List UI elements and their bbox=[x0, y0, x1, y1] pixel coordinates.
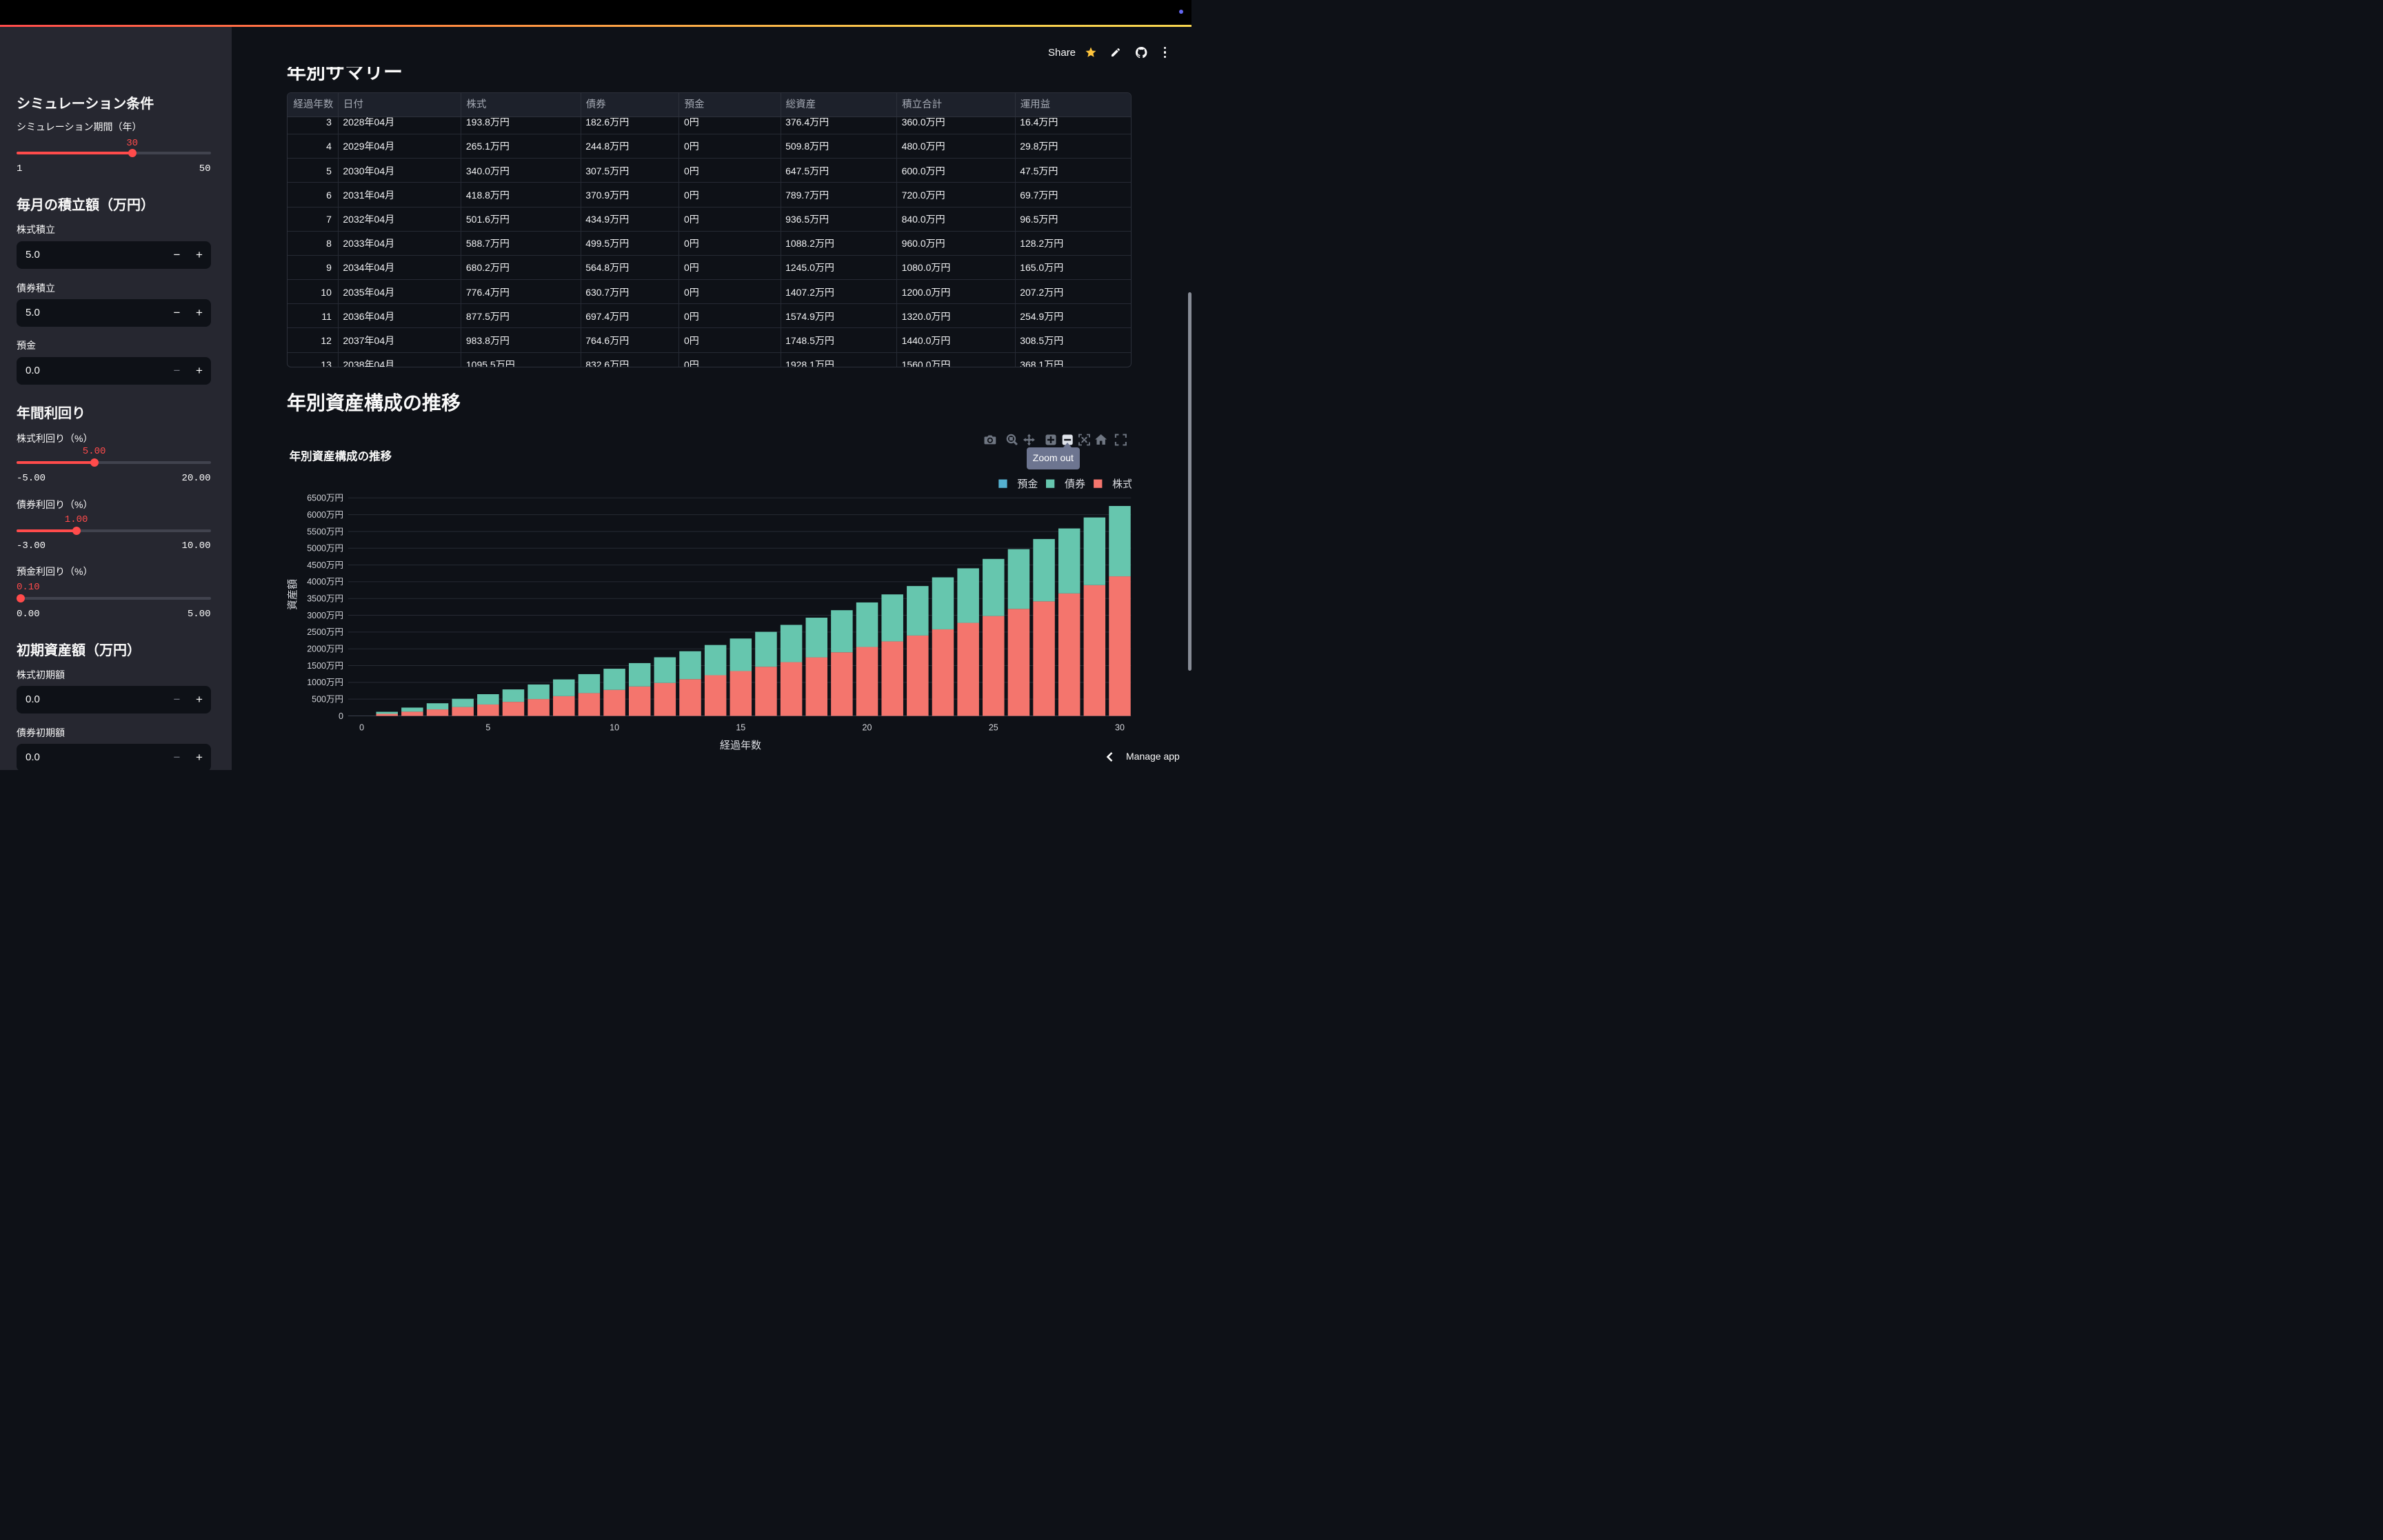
svg-text:2500万円: 2500万円 bbox=[308, 627, 344, 637]
svg-text:債券: 債券 bbox=[1065, 478, 1085, 490]
svg-text:25: 25 bbox=[989, 723, 998, 733]
svg-text:0: 0 bbox=[360, 723, 365, 733]
svg-text:資産額: 資産額 bbox=[287, 579, 299, 610]
svg-text:1500万円: 1500万円 bbox=[308, 661, 344, 671]
svg-text:4000万円: 4000万円 bbox=[308, 577, 344, 587]
svg-text:20: 20 bbox=[863, 723, 872, 733]
svg-text:4500万円: 4500万円 bbox=[308, 560, 344, 570]
svg-text:500万円: 500万円 bbox=[312, 694, 344, 704]
svg-text:3000万円: 3000万円 bbox=[308, 611, 344, 620]
svg-text:6000万円: 6000万円 bbox=[308, 510, 344, 520]
svg-text:5: 5 bbox=[486, 723, 491, 733]
svg-text:3500万円: 3500万円 bbox=[308, 594, 344, 604]
svg-text:5500万円: 5500万円 bbox=[308, 527, 344, 536]
svg-text:2000万円: 2000万円 bbox=[308, 645, 344, 654]
svg-text:株式: 株式 bbox=[1112, 478, 1132, 490]
svg-text:経過年数: 経過年数 bbox=[720, 740, 761, 751]
svg-text:年別資産構成の推移: 年別資産構成の推移 bbox=[290, 449, 392, 463]
svg-text:0: 0 bbox=[339, 711, 343, 721]
svg-text:1000万円: 1000万円 bbox=[308, 678, 344, 687]
svg-text:5000万円: 5000万円 bbox=[308, 544, 344, 554]
svg-text:15: 15 bbox=[736, 723, 746, 733]
svg-text:6500万円: 6500万円 bbox=[308, 494, 344, 503]
svg-text:預金: 預金 bbox=[1018, 478, 1038, 490]
svg-text:30: 30 bbox=[1115, 723, 1125, 733]
svg-text:10: 10 bbox=[610, 723, 620, 733]
